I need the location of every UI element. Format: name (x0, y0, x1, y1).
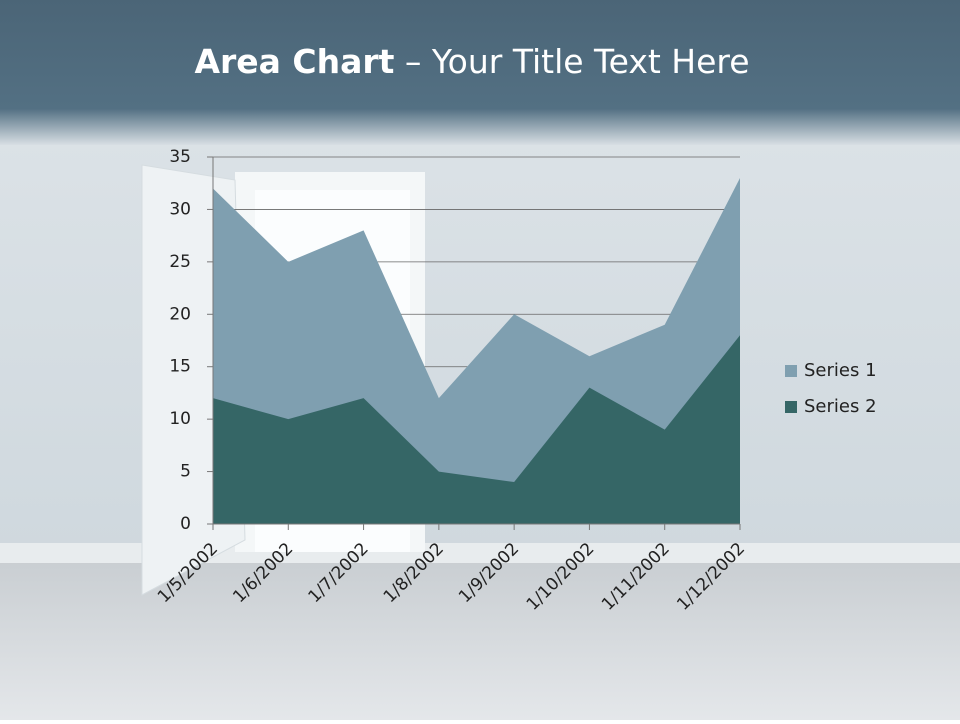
header-band (0, 0, 960, 145)
legend-label: Series 1 (804, 360, 877, 381)
legend-swatch (785, 401, 797, 413)
title-rest: – Your Title Text Here (405, 42, 750, 81)
title-bold: Area Chart (194, 42, 394, 81)
y-tick-label: 10 (169, 409, 191, 429)
y-tick-label: 15 (169, 357, 191, 377)
y-tick-label: 20 (169, 304, 191, 324)
y-tick-label: 0 (180, 514, 191, 534)
y-tick-label: 25 (169, 252, 191, 272)
y-tick-label: 30 (169, 199, 191, 219)
y-tick-label: 5 (180, 462, 191, 482)
y-tick-label: 35 (169, 147, 191, 167)
legend-label: Series 2 (804, 396, 877, 417)
area (213, 335, 740, 524)
floor (0, 560, 960, 720)
chart-title: Area Chart – Your Title Text Here (194, 42, 749, 81)
legend-swatch (785, 365, 797, 377)
